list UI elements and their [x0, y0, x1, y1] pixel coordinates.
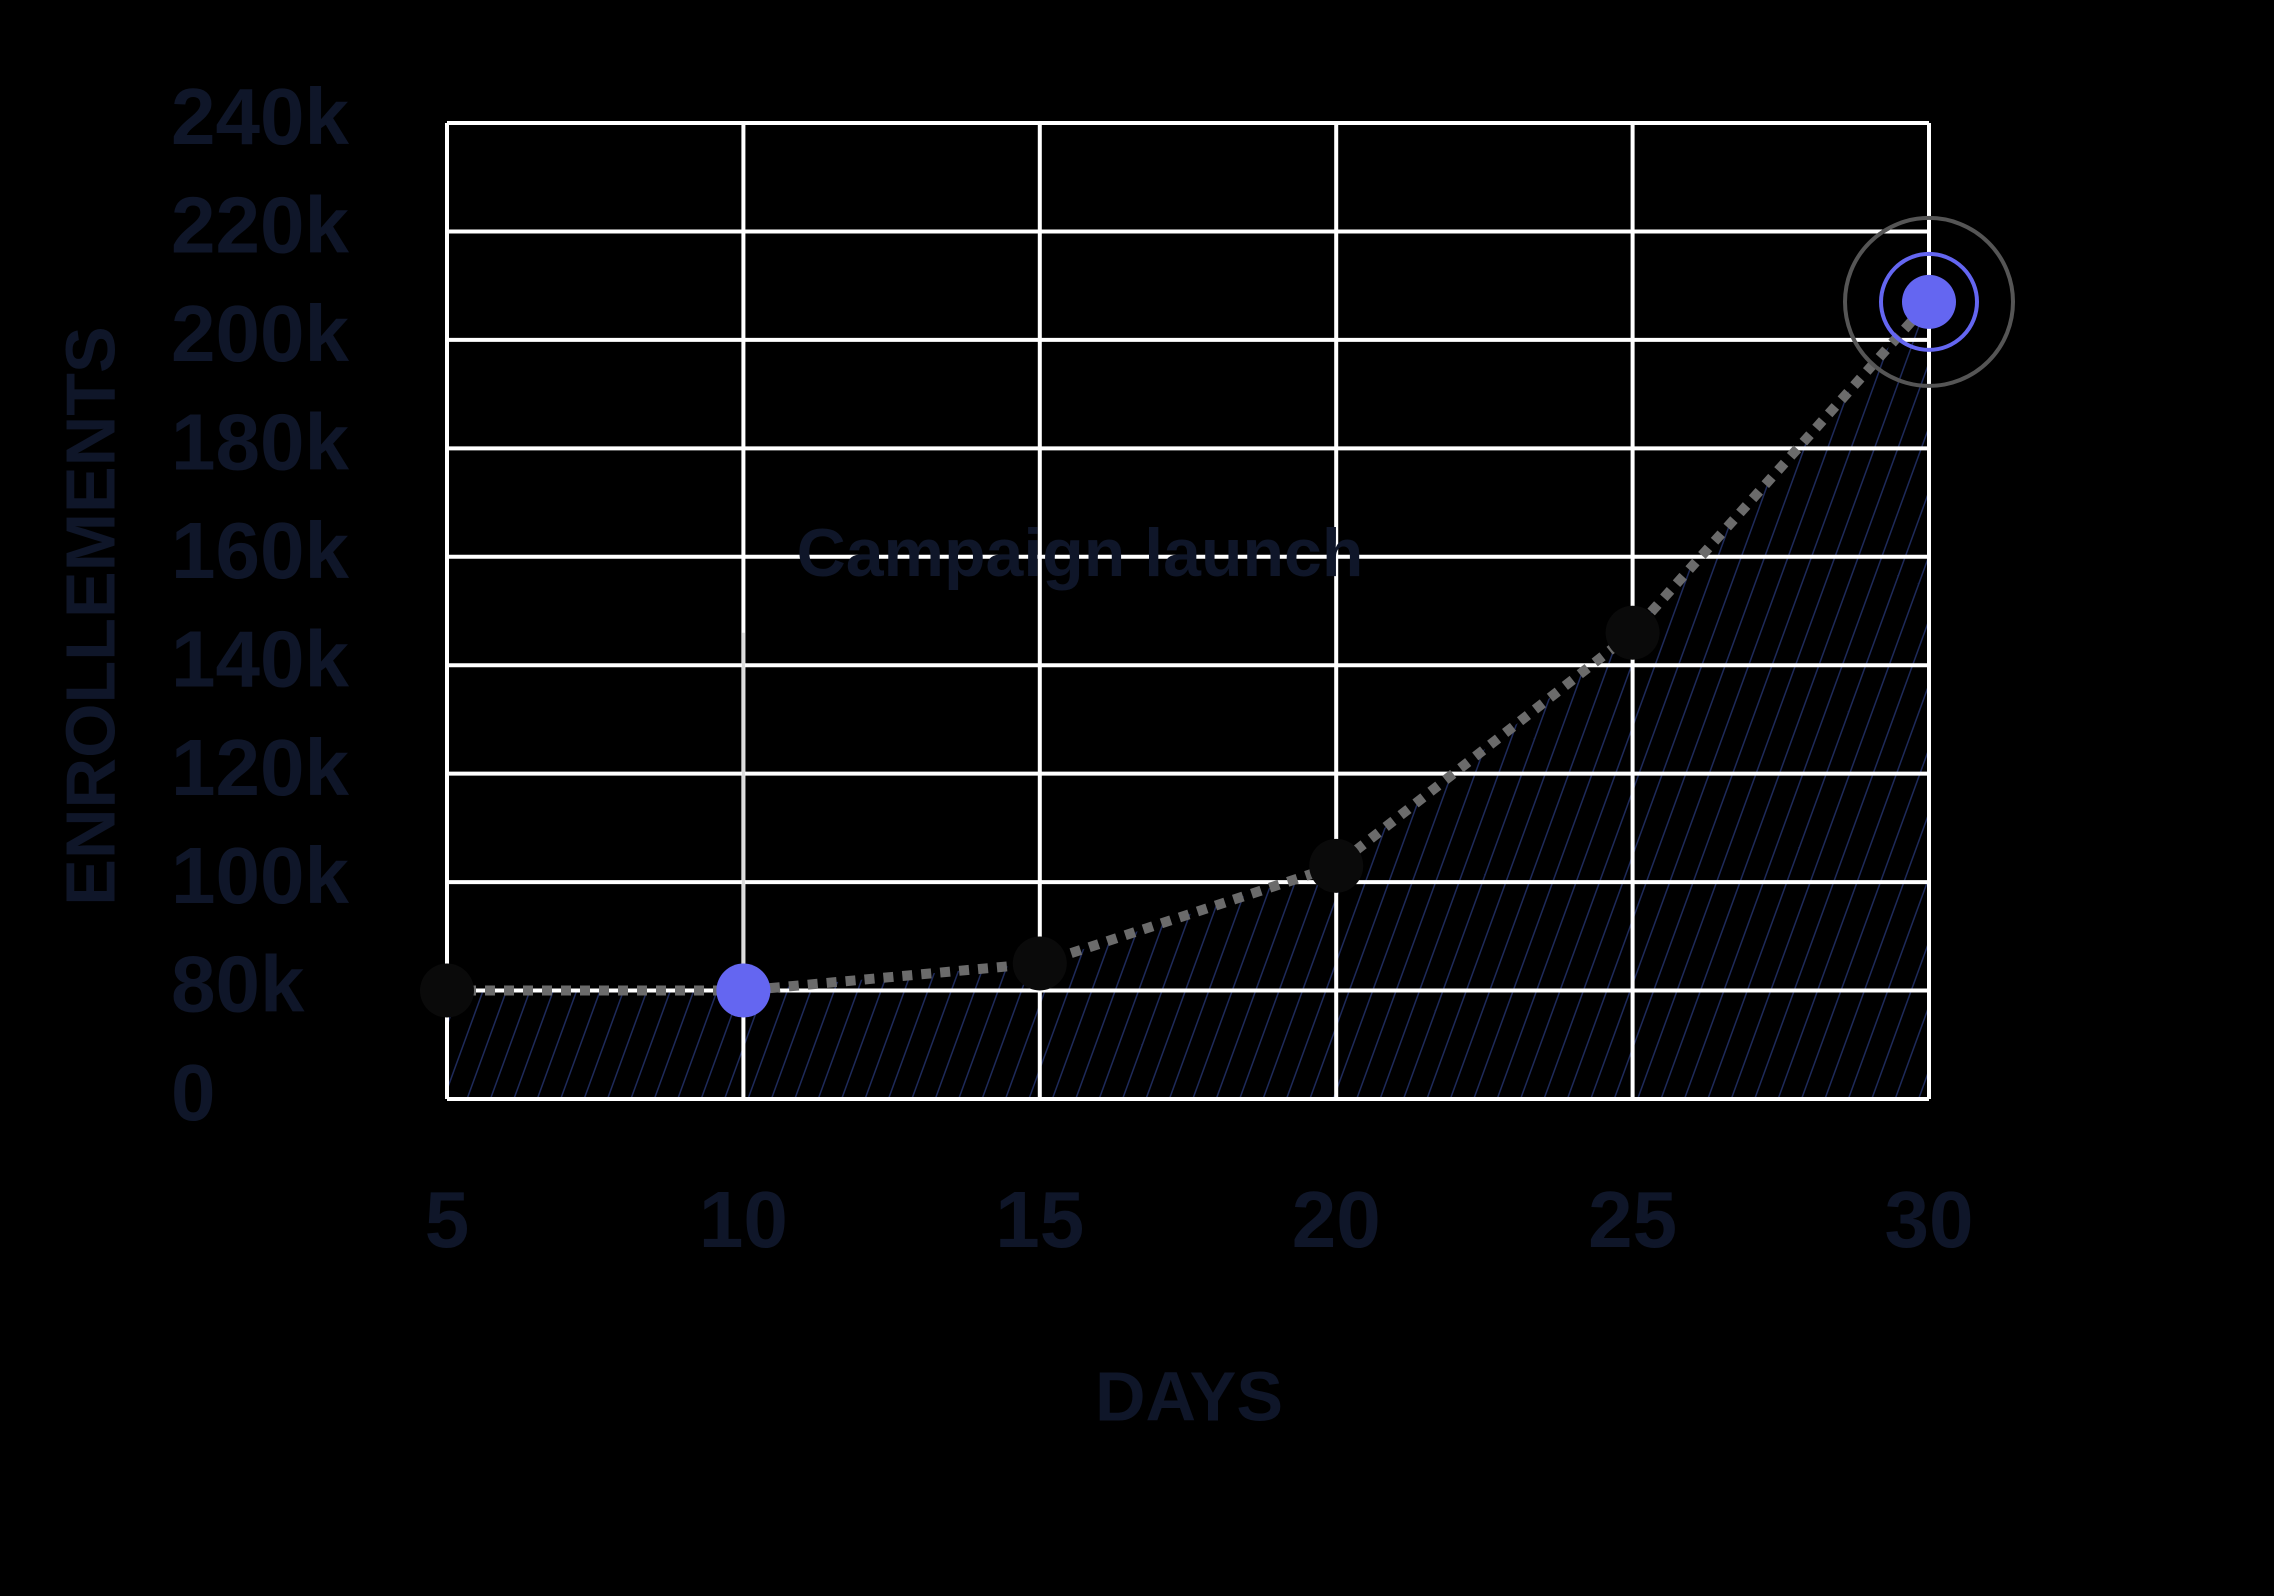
x-tick-label: 20	[1292, 1175, 1381, 1264]
x-tick-label: 30	[1885, 1175, 1974, 1264]
y-axis-label: ENROLLEMENTS	[51, 326, 129, 905]
point	[1902, 274, 1956, 329]
y-tick-label: 160k	[171, 506, 349, 595]
highlight-ring	[1879, 251, 1979, 352]
x-tick-label: 25	[1588, 1175, 1677, 1264]
annotation-text: Campaign launch	[797, 515, 1364, 591]
point	[1012, 936, 1067, 991]
x-tick-label: 10	[699, 1175, 788, 1264]
highlight-ring	[1843, 215, 2015, 388]
x-tick-label: 15	[995, 1175, 1084, 1264]
line	[447, 298, 1933, 996]
y-tick-label: 80k	[171, 940, 305, 1029]
y-tick-label: 0	[171, 1048, 216, 1137]
point	[716, 963, 771, 1018]
y-tick-label: 200k	[171, 289, 349, 378]
point	[1605, 605, 1660, 660]
y-tick-label: 140k	[171, 614, 349, 703]
x-axis-label: DAYS	[1095, 1357, 1283, 1435]
y-tick-label: 180k	[171, 397, 349, 486]
point	[420, 963, 474, 1018]
y-tick-label: 100k	[171, 831, 349, 920]
y-tick-label: 240k	[171, 72, 349, 161]
area	[447, 301, 1929, 1099]
point	[1309, 838, 1364, 893]
y-tick-label: 120k	[171, 723, 349, 812]
y-tick-label: 220k	[171, 181, 349, 270]
x-tick-label: 5	[425, 1175, 470, 1264]
